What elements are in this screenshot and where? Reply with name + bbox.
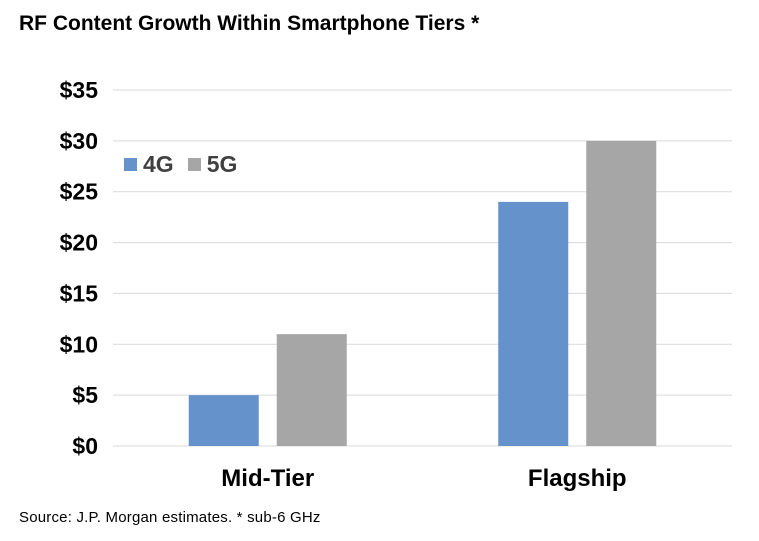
legend-item-5g: 5G [187,151,238,178]
legend-label-5g: 5G [206,151,238,177]
legend-swatch-4g [124,158,137,171]
bar-5g-mid-tier [276,334,347,446]
x-axis-tick-labels: Mid-Tier Flagship [221,465,626,492]
legend-item-4g: 4G [124,151,174,178]
legend-swatch-5g [187,158,201,171]
y-tick-label: $35 [60,77,99,103]
y-tick-label: $30 [60,128,98,154]
chart-title: RF Content Growth Within Smartphone Tier… [19,12,480,35]
x-tick-label: Mid-Tier [221,465,314,492]
chart-legend: 4G 5G [124,151,251,178]
y-tick-label: $15 [60,280,99,306]
bar-4g-flagship [498,201,569,446]
y-axis-tick-labels: $0 $5 $10 $15 $20 $25 $30 $35 [60,77,99,459]
y-tick-label: $25 [60,179,99,205]
bar-5g-flagship [586,140,657,446]
y-tick-label: $10 [60,331,98,357]
y-tick-label: $20 [60,230,98,256]
x-tick-label: Flagship [528,465,627,492]
bar-4g-mid-tier [188,395,259,446]
bars [188,140,657,446]
y-tick-label: $5 [72,382,98,408]
legend-label-4g: 4G [143,151,174,177]
y-tick-label: $0 [72,433,98,459]
source-note: Source: J.P. Morgan estimates. * sub-6 G… [19,509,321,526]
